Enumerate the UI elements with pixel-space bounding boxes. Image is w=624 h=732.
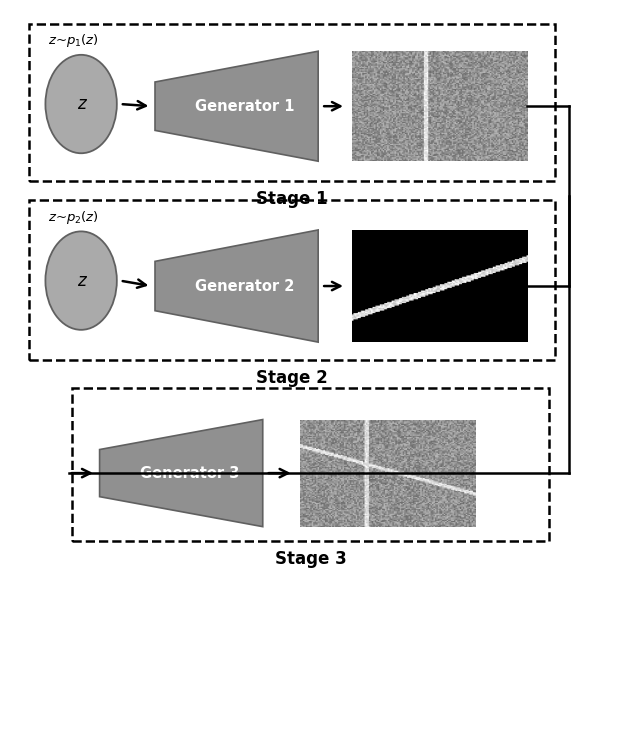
Text: $z$~$p_2(z)$: $z$~$p_2(z)$ — [49, 209, 99, 225]
Polygon shape — [155, 51, 318, 161]
Text: Stage 1: Stage 1 — [256, 190, 328, 208]
Text: z: z — [77, 272, 85, 290]
Text: Generator 2: Generator 2 — [195, 279, 295, 294]
Text: z: z — [77, 95, 85, 113]
Ellipse shape — [46, 55, 117, 153]
Ellipse shape — [46, 231, 117, 330]
Text: Generator 3: Generator 3 — [140, 466, 239, 481]
Text: Stage 2: Stage 2 — [256, 369, 328, 387]
Text: $z$~$p_1(z)$: $z$~$p_1(z)$ — [49, 32, 99, 49]
Bar — [29, 200, 555, 360]
Text: Stage 3: Stage 3 — [275, 550, 346, 568]
Polygon shape — [155, 230, 318, 342]
Bar — [72, 388, 549, 541]
Text: Generator 1: Generator 1 — [195, 99, 295, 113]
Bar — [29, 23, 555, 182]
Polygon shape — [100, 419, 263, 526]
